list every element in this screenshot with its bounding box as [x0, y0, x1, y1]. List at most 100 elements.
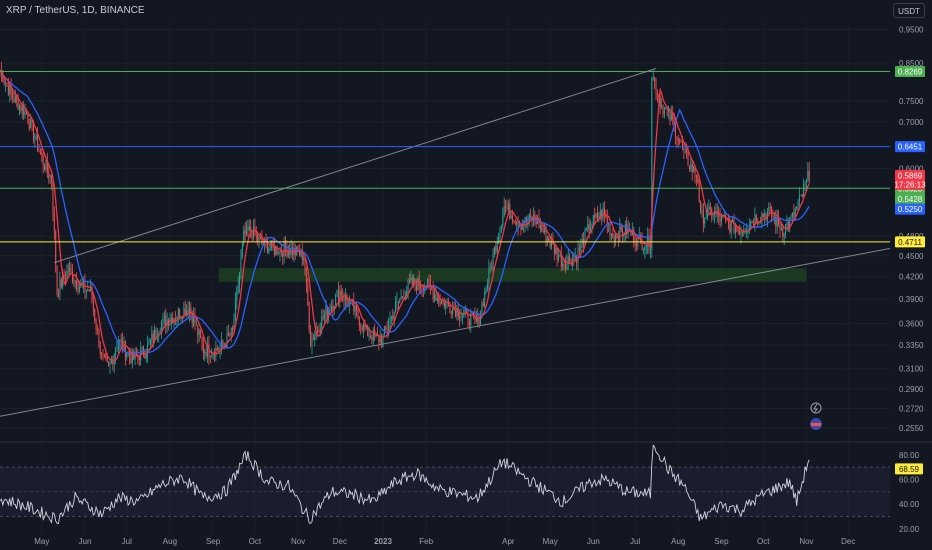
candle-body: [408, 279, 410, 281]
candle-body: [76, 280, 78, 289]
candle-body: [704, 218, 706, 225]
candle-body: [677, 139, 679, 141]
candle-body: [690, 163, 692, 169]
candle-body: [461, 314, 463, 316]
horizontal-levels-layer: [0, 70, 890, 243]
candle-body: [191, 312, 193, 324]
candle-body: [566, 261, 568, 269]
candle-body: [83, 280, 85, 285]
candle-body: [173, 318, 175, 324]
lightning-icon[interactable]: [810, 402, 822, 414]
candle-body: [371, 337, 373, 341]
candle-body: [719, 216, 721, 222]
candle-body: [305, 274, 307, 285]
candle-body: [591, 224, 593, 227]
candle-body: [780, 228, 782, 231]
candle-body: [248, 226, 250, 231]
candle-body: [94, 309, 96, 321]
candle-body: [740, 232, 742, 235]
candle-body: [617, 238, 619, 242]
candle-body: [683, 148, 685, 150]
candle-body: [746, 230, 748, 232]
candle-body: [99, 347, 101, 355]
time-axis[interactable]: May Jun Jul Aug Sep Oct Nov Dec 2023 Feb Apr May Jun…: [34, 537, 855, 546]
candle-body: [496, 241, 498, 252]
candle-body: [204, 351, 206, 354]
candle-body: [672, 114, 674, 120]
candle-body: [573, 257, 575, 259]
candle-body: [559, 254, 561, 257]
trendline-layer: [0, 68, 891, 417]
candle-body: [441, 300, 443, 304]
candle-body: [285, 242, 287, 249]
candle-body: [555, 248, 557, 254]
time-axis-label: Jul: [122, 537, 132, 546]
candle-body: [85, 289, 87, 291]
candle-body: [597, 213, 598, 219]
candle-body: [708, 206, 710, 210]
candle-body: [606, 217, 608, 225]
candle-body: [634, 242, 636, 244]
candle-body: [201, 337, 203, 344]
candle-body: [257, 234, 259, 241]
time-axis-label: Aug: [163, 537, 177, 546]
candle-body: [439, 302, 441, 304]
candle-body: [564, 265, 566, 269]
currency-button[interactable]: USDT: [893, 3, 925, 18]
symbol-title[interactable]: XRP / TetherUS, 1D, BINANCE: [6, 5, 145, 16]
candle-body: [427, 278, 429, 287]
candle-body: [214, 352, 215, 357]
candle-body: [117, 342, 119, 350]
candle-body: [198, 330, 200, 336]
candle-body: [16, 96, 18, 100]
candle-body: [195, 324, 197, 326]
candle-body: [67, 270, 69, 272]
candle-body: [553, 244, 555, 254]
candle-body: [613, 238, 615, 242]
candle-body: [376, 333, 378, 336]
candle-body: [186, 310, 188, 316]
candle-body: [385, 327, 387, 329]
candle-body: [800, 194, 802, 196]
candle-body: [712, 215, 714, 217]
candle-body: [673, 119, 675, 123]
candle-body: [395, 302, 397, 313]
price-axis-label: 0.2720: [899, 404, 924, 413]
candle-body: [587, 223, 589, 229]
candle-body: [20, 105, 22, 111]
candle-body: [609, 223, 611, 236]
candle-body: [172, 317, 174, 324]
candle-body: [390, 316, 392, 320]
candle-body: [319, 329, 321, 333]
candle-body: [229, 334, 231, 336]
time-axis-label: Sep: [206, 537, 221, 546]
candle-body: [475, 317, 477, 322]
candle-body: [301, 249, 303, 261]
candle-body: [652, 77, 654, 79]
candle-body: [330, 306, 332, 311]
candle-body: [13, 98, 15, 102]
candle-body: [630, 230, 632, 236]
candle-body: [239, 272, 241, 286]
price-axis-label: 0.3900: [899, 295, 924, 304]
candle-body: [467, 310, 469, 323]
trendline: [54, 68, 657, 264]
candle-body: [709, 206, 711, 209]
candle-body: [521, 224, 523, 230]
candle-body: [655, 81, 657, 94]
candle-body: [736, 228, 738, 230]
candle-body: [283, 242, 285, 257]
candle-body: [368, 335, 370, 337]
candle-body: [502, 216, 504, 226]
candle-body: [14, 96, 16, 102]
price-axis[interactable]: 0.95000.85000.75000.70000.60000.48000.45…: [899, 25, 924, 432]
candle-body: [407, 279, 409, 291]
candle-body: [216, 348, 218, 351]
candle-body: [73, 281, 75, 283]
candle-body: [218, 350, 220, 352]
candle-body: [486, 283, 488, 289]
candle-body: [534, 214, 536, 219]
candle-body: [410, 277, 412, 281]
candle-body: [548, 238, 550, 242]
